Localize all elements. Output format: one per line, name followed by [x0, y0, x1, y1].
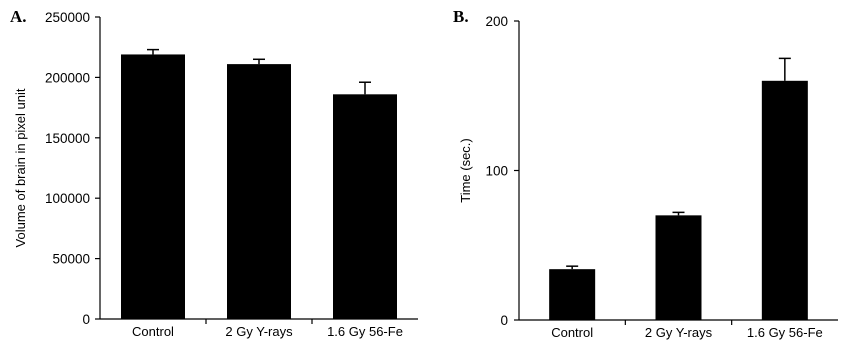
y-axis-title: Volume of brain in pixel unit — [13, 88, 28, 247]
panel-label: B. — [453, 7, 469, 26]
y-tick-label: 100000 — [45, 191, 90, 206]
y-tick-label: 250000 — [45, 10, 90, 25]
y-tick-label: 50000 — [52, 252, 90, 267]
bar — [655, 215, 702, 320]
y-tick-label: 200 — [485, 14, 508, 29]
y-tick-label: 150000 — [45, 131, 90, 146]
panel-label: A. — [10, 7, 27, 26]
y-tick-label: 200000 — [45, 70, 90, 85]
bar — [227, 64, 291, 319]
x-category-label: 1.6 Gy 56-Fe — [747, 325, 823, 340]
x-category-label: Control — [132, 324, 174, 339]
y-tick-label: 0 — [500, 313, 508, 328]
x-category-label: Control — [551, 325, 593, 340]
chart-panel-b: B. Time (sec.) 0 100 200 Control 2 Gy Y-rays… — [453, 7, 838, 340]
y-tick-label: 100 — [485, 164, 508, 179]
bar — [333, 94, 397, 319]
bar — [761, 80, 808, 320]
chart-panel-a: A. Volume of brain in pixel unit 0 50000 1… — [10, 7, 418, 339]
x-category-label: 1.6 Gy 56-Fe — [327, 324, 403, 339]
bar — [549, 269, 596, 320]
x-category-label: 2 Gy Y-rays — [645, 325, 713, 340]
y-axis-title: Time (sec.) — [458, 138, 473, 203]
x-category-label: 2 Gy Y-rays — [225, 324, 293, 339]
bar — [121, 54, 185, 319]
y-tick-label: 0 — [82, 312, 90, 327]
